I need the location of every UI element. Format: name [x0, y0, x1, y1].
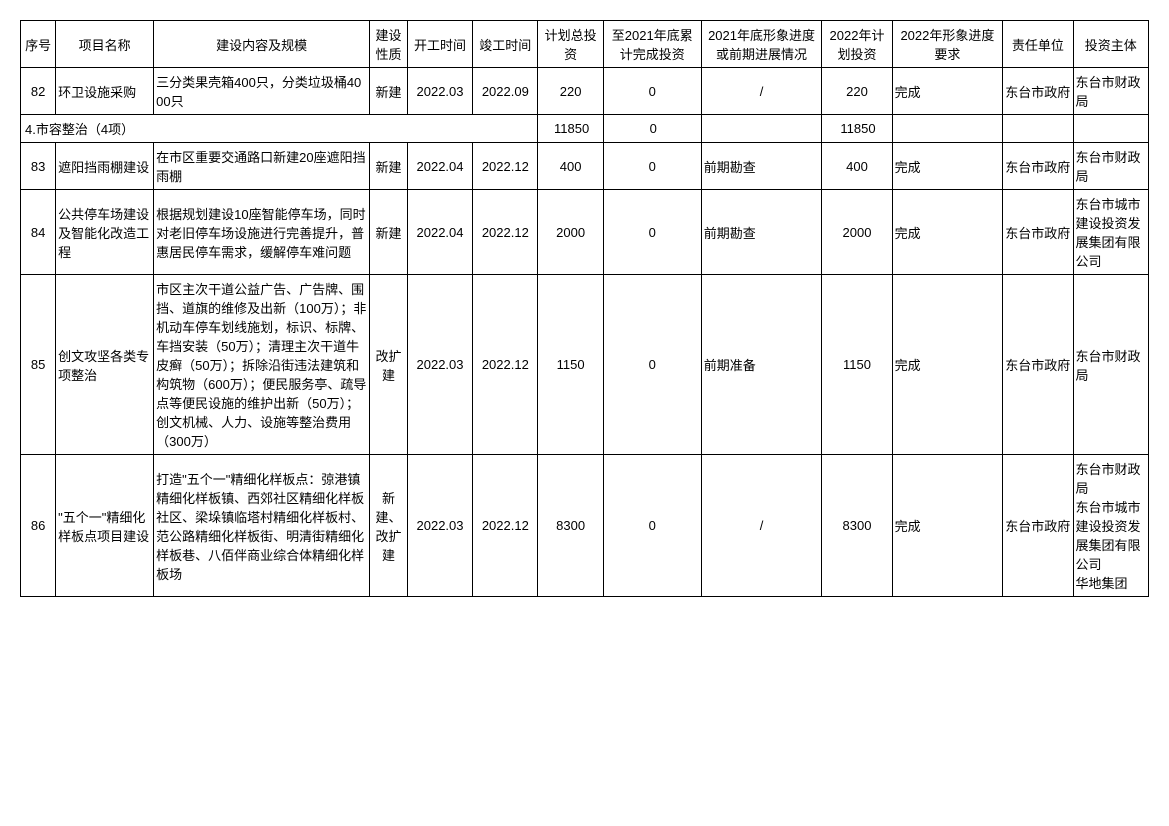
cell-cum: 0	[603, 455, 701, 597]
section-plan-total: 11850	[538, 115, 603, 143]
cell-resp: 东台市政府	[1003, 455, 1073, 597]
cell-inv: 东台市财政局	[1073, 275, 1148, 455]
project-table: 序号 项目名称 建设内容及规模 建设性质 开工时间 竣工时间 计划总投资 至20…	[20, 20, 1149, 597]
cell-plan-total: 8300	[538, 455, 603, 597]
header-row: 序号 项目名称 建设内容及规模 建设性质 开工时间 竣工时间 计划总投资 至20…	[21, 21, 1149, 68]
cell-nature: 改扩建	[370, 275, 408, 455]
section-row: 4.市容整治（4项） 11850 0 11850	[21, 115, 1149, 143]
cell-nature: 新建	[370, 68, 408, 115]
cell-prog21: /	[701, 68, 822, 115]
table-row: 84 公共停车场建设及智能化改造工程 根据规划建设10座智能停车场，同时对老旧停…	[21, 190, 1149, 275]
h-content: 建设内容及规模	[154, 21, 370, 68]
cell-resp: 东台市政府	[1003, 190, 1073, 275]
cell-nature: 新建	[370, 143, 408, 190]
section-label: 4.市容整治（4项）	[21, 115, 538, 143]
cell-end: 2022.12	[473, 275, 538, 455]
table-row: 85 创文攻坚各类专项整治 市区主次干道公益广告、广告牌、围挡、道旗的维修及出新…	[21, 275, 1149, 455]
cell-resp: 东台市政府	[1003, 275, 1073, 455]
cell-img22: 完成	[892, 143, 1003, 190]
h-name: 项目名称	[56, 21, 154, 68]
h-nature: 建设性质	[370, 21, 408, 68]
cell-name: 创文攻坚各类专项整治	[56, 275, 154, 455]
cell-plan22: 2000	[822, 190, 892, 275]
cell-end: 2022.12	[473, 455, 538, 597]
cell-resp: 东台市政府	[1003, 68, 1073, 115]
cell-plan-total: 220	[538, 68, 603, 115]
cell-end: 2022.09	[473, 68, 538, 115]
cell-start: 2022.04	[407, 143, 472, 190]
cell-plan22: 220	[822, 68, 892, 115]
cell-img22: 完成	[892, 68, 1003, 115]
cell-seq: 83	[21, 143, 56, 190]
cell-inv: 东台市财政局	[1073, 143, 1148, 190]
cell-content: 在市区重要交通路口新建20座遮阳挡雨棚	[154, 143, 370, 190]
section-empty2	[892, 115, 1003, 143]
cell-content: 打造"五个一"精细化样板点：弶港镇精细化样板镇、西郊社区精细化样板社区、梁垛镇临…	[154, 455, 370, 597]
cell-inv: 东台市城市建设投资发展集团有限公司	[1073, 190, 1148, 275]
cell-nature: 新建、改扩建	[370, 455, 408, 597]
cell-seq: 84	[21, 190, 56, 275]
cell-inv: 东台市财政局	[1073, 68, 1148, 115]
section-empty4	[1073, 115, 1148, 143]
cell-cum: 0	[603, 143, 701, 190]
cell-plan22: 1150	[822, 275, 892, 455]
section-empty3	[1003, 115, 1073, 143]
cell-content: 三分类果壳箱400只，分类垃圾桶4000只	[154, 68, 370, 115]
cell-content: 市区主次干道公益广告、广告牌、围挡、道旗的维修及出新（100万）；非机动车停车划…	[154, 275, 370, 455]
cell-start: 2022.03	[407, 455, 472, 597]
cell-name: "五个一"精细化样板点项目建设	[56, 455, 154, 597]
table-row: 86 "五个一"精细化样板点项目建设 打造"五个一"精细化样板点：弶港镇精细化样…	[21, 455, 1149, 597]
cell-nature: 新建	[370, 190, 408, 275]
cell-prog21: 前期勘查	[701, 190, 822, 275]
cell-start: 2022.03	[407, 275, 472, 455]
cell-plan-total: 1150	[538, 275, 603, 455]
h-img22: 2022年形象进度要求	[892, 21, 1003, 68]
h-resp: 责任单位	[1003, 21, 1073, 68]
section-plan22: 11850	[822, 115, 892, 143]
cell-seq: 85	[21, 275, 56, 455]
cell-img22: 完成	[892, 190, 1003, 275]
cell-plan-total: 400	[538, 143, 603, 190]
cell-cum: 0	[603, 190, 701, 275]
h-plan-total: 计划总投资	[538, 21, 603, 68]
h-cum: 至2021年底累计完成投资	[603, 21, 701, 68]
cell-plan-total: 2000	[538, 190, 603, 275]
cell-plan22: 400	[822, 143, 892, 190]
cell-start: 2022.03	[407, 68, 472, 115]
section-cum: 0	[603, 115, 701, 143]
table-row: 82 环卫设施采购 三分类果壳箱400只，分类垃圾桶4000只 新建 2022.…	[21, 68, 1149, 115]
cell-img22: 完成	[892, 455, 1003, 597]
table-row: 83 遮阳挡雨棚建设 在市区重要交通路口新建20座遮阳挡雨棚 新建 2022.0…	[21, 143, 1149, 190]
h-end: 竣工时间	[473, 21, 538, 68]
cell-plan22: 8300	[822, 455, 892, 597]
section-empty1	[701, 115, 822, 143]
cell-seq: 86	[21, 455, 56, 597]
cell-inv: 东台市财政局 东台市城市建设投资发展集团有限公司 华地集团	[1073, 455, 1148, 597]
cell-cum: 0	[603, 275, 701, 455]
h-inv: 投资主体	[1073, 21, 1148, 68]
h-start: 开工时间	[407, 21, 472, 68]
cell-prog21: 前期勘查	[701, 143, 822, 190]
cell-cum: 0	[603, 68, 701, 115]
cell-end: 2022.12	[473, 190, 538, 275]
cell-start: 2022.04	[407, 190, 472, 275]
h-plan22: 2022年计划投资	[822, 21, 892, 68]
cell-name: 公共停车场建设及智能化改造工程	[56, 190, 154, 275]
cell-prog21: 前期准备	[701, 275, 822, 455]
cell-resp: 东台市政府	[1003, 143, 1073, 190]
cell-end: 2022.12	[473, 143, 538, 190]
cell-name: 遮阳挡雨棚建设	[56, 143, 154, 190]
cell-name: 环卫设施采购	[56, 68, 154, 115]
h-prog21: 2021年底形象进度或前期进展情况	[701, 21, 822, 68]
cell-prog21: /	[701, 455, 822, 597]
h-seq: 序号	[21, 21, 56, 68]
cell-seq: 82	[21, 68, 56, 115]
cell-img22: 完成	[892, 275, 1003, 455]
cell-content: 根据规划建设10座智能停车场，同时对老旧停车场设施进行完善提升，普惠居民停车需求…	[154, 190, 370, 275]
